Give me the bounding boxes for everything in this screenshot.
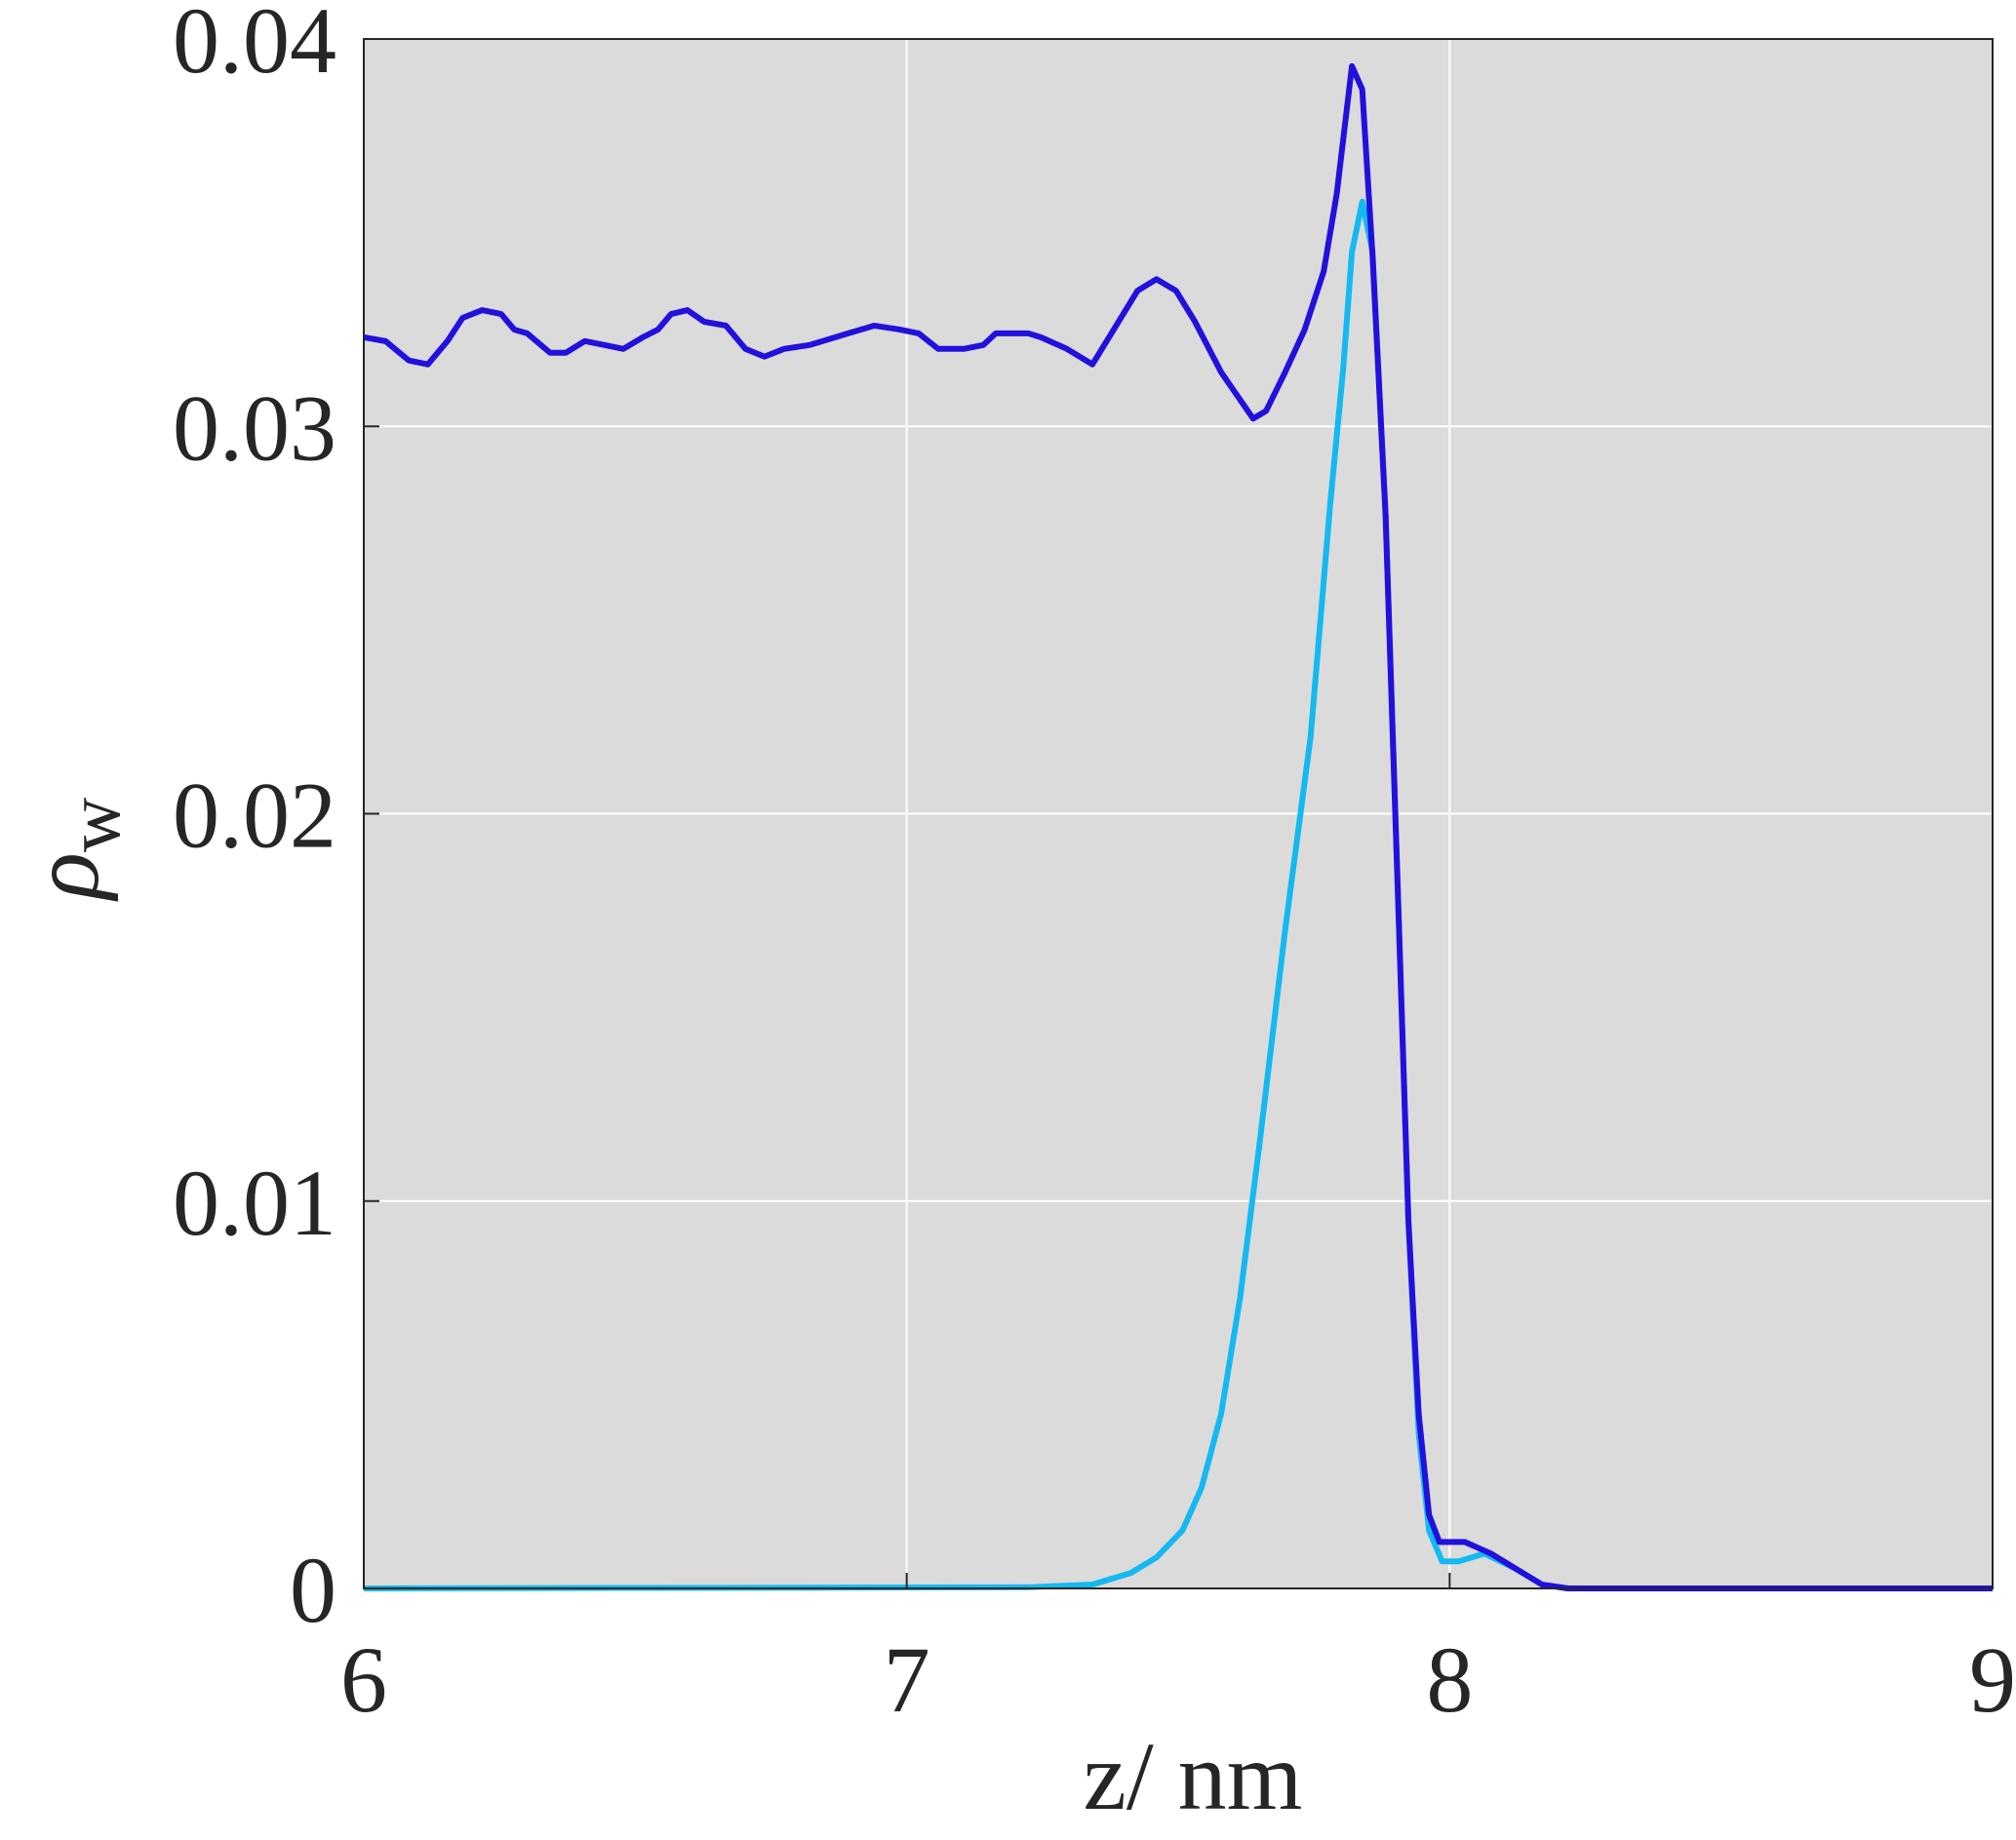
- y-axis-label: ρw: [11, 798, 136, 902]
- series-line: [363, 62, 1993, 1591]
- ticks: 6 7 8 9 0 0.01 0.02 0.03 0.04: [173, 0, 2016, 1732]
- x-tick-label: 8: [1426, 1627, 1473, 1732]
- x-tick-label: 6: [340, 1627, 387, 1732]
- y-axis-label-symbol: ρ: [11, 852, 119, 902]
- y-tick-label: 0.03: [173, 375, 336, 480]
- x-tick-label: 7: [884, 1627, 930, 1732]
- y-tick-label: 0.04: [173, 0, 336, 93]
- series-line: [363, 198, 1993, 1591]
- y-tick-label: 0.01: [173, 1151, 336, 1255]
- lines: [363, 62, 1993, 1591]
- x-tick-label: 9: [1969, 1627, 2016, 1732]
- x-axis-label: z/ nm: [1084, 1722, 1303, 1830]
- y-tick-label: 0: [290, 1538, 336, 1642]
- y-axis-label-subscript: w: [51, 798, 136, 852]
- y-tick-label: 0.02: [173, 763, 336, 868]
